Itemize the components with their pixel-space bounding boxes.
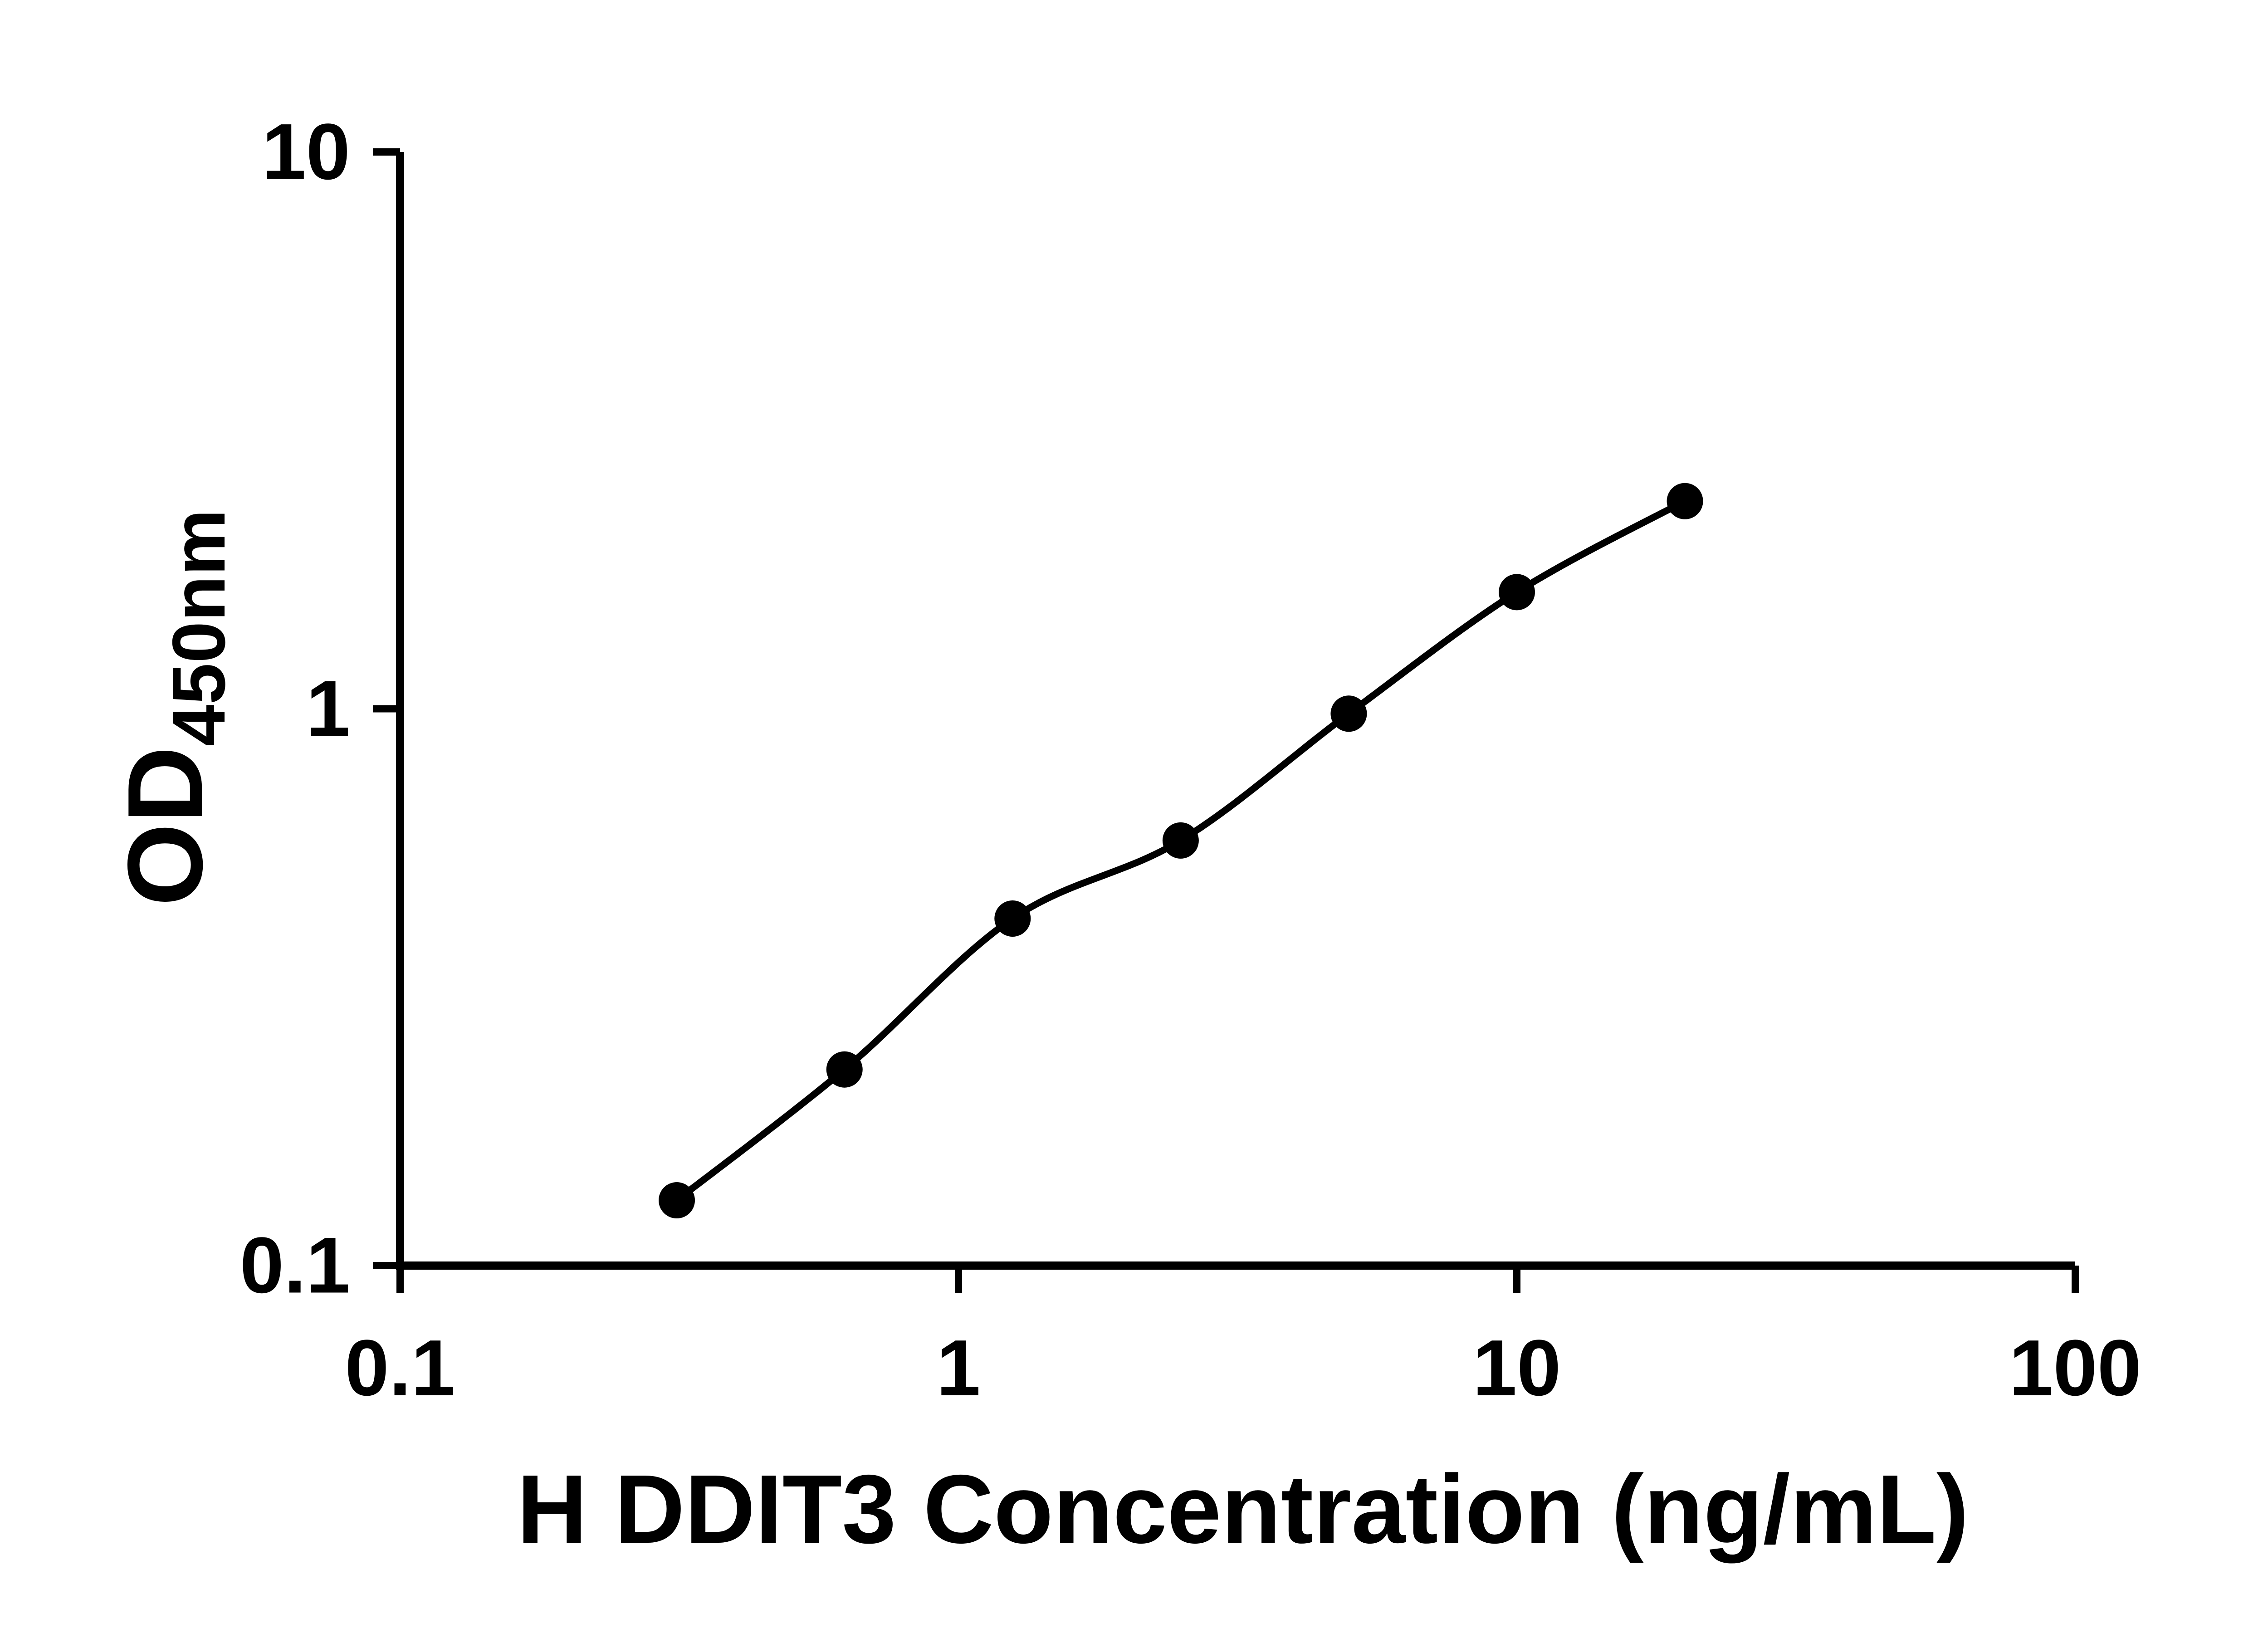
x-tick-label: 1	[936, 1324, 980, 1413]
plot-area: 0.1 1 10 100 0.1 1 10	[240, 108, 2141, 1413]
data-point-marker	[1162, 822, 1199, 859]
data-point-marker	[659, 1182, 695, 1219]
data-point-marker	[994, 900, 1031, 937]
data-point-marker	[826, 1051, 863, 1088]
x-tick-label: 0.1	[345, 1324, 455, 1413]
data-point-marker	[1499, 574, 1535, 611]
data-point-marker	[1667, 483, 1703, 519]
y-tick-label: 1	[306, 665, 350, 753]
y-axis-title-sub: 450nm	[157, 509, 240, 746]
x-tick-label: 10	[1473, 1324, 1561, 1413]
x-axis-title: H DDIT3 Concentration (ng/mL)	[517, 1454, 1969, 1564]
y-tick-label: 10	[262, 108, 350, 196]
data-point-marker	[1330, 695, 1367, 732]
y-axis-title-main: OD	[105, 746, 225, 906]
y-axis-title: OD450nm	[105, 509, 240, 906]
y-tick-label: 0.1	[240, 1222, 350, 1310]
x-tick-label: 100	[2009, 1324, 2141, 1413]
